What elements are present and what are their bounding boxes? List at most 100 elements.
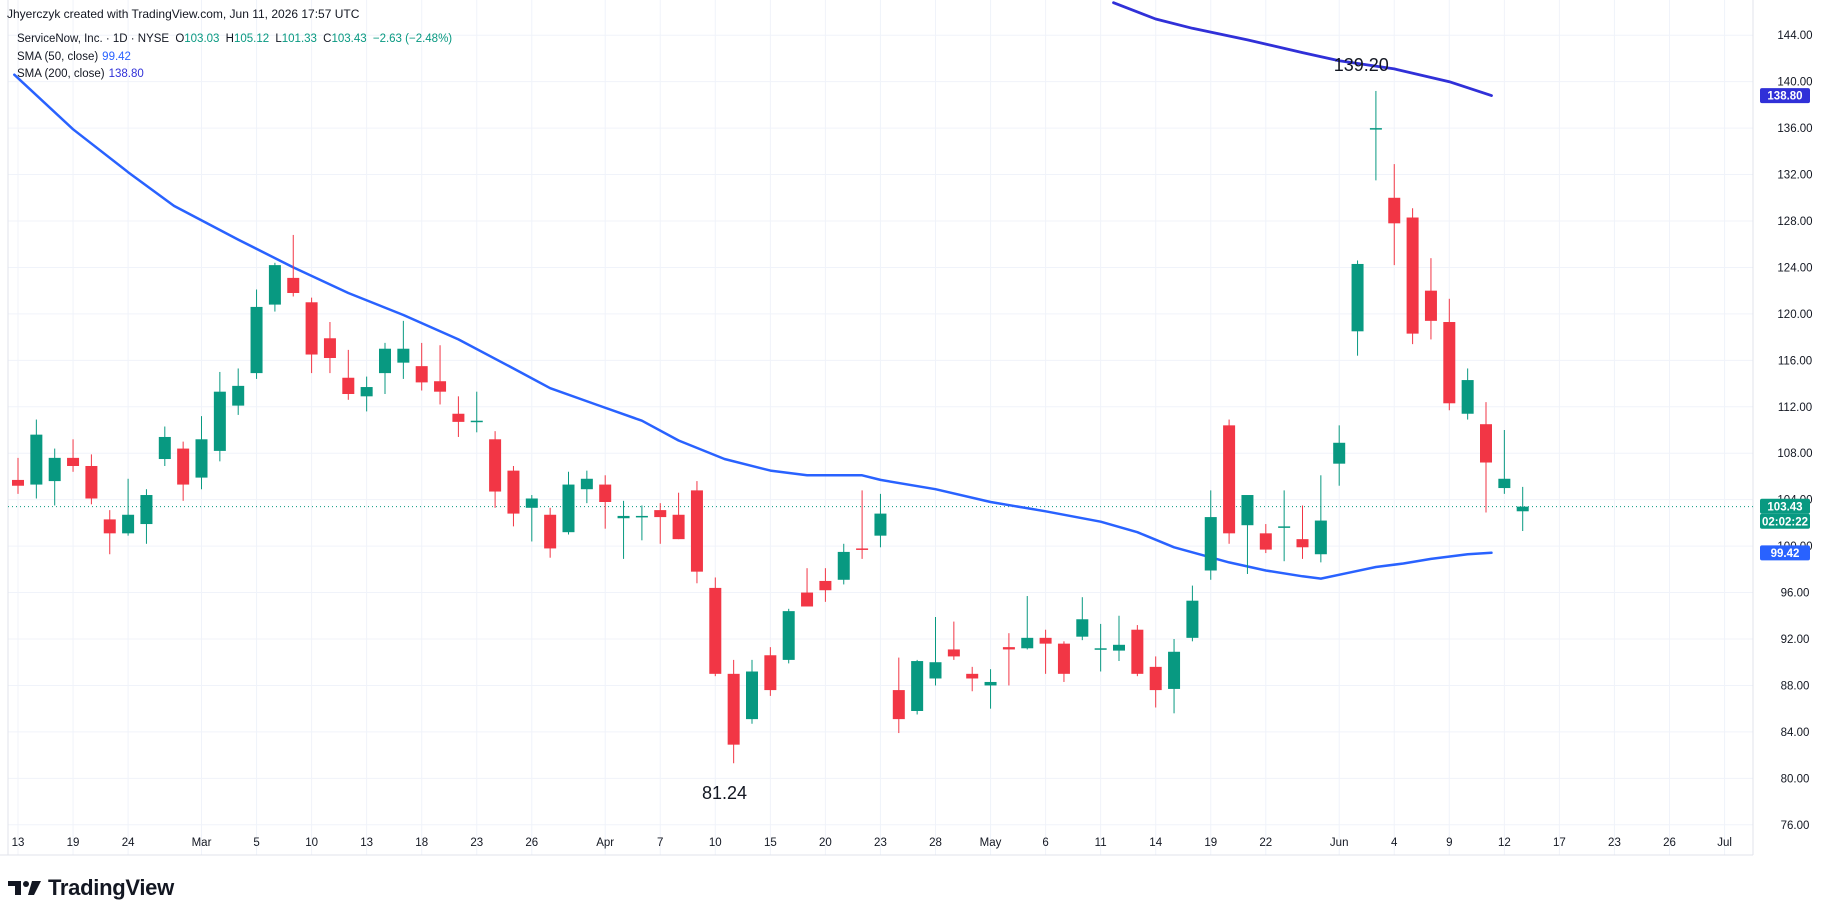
candle-body[interactable] (580, 478, 593, 490)
candle-body[interactable] (360, 387, 373, 397)
candle-body[interactable] (819, 580, 832, 591)
candle-body[interactable] (690, 490, 703, 572)
candle-body[interactable] (268, 265, 281, 305)
candle-body[interactable] (434, 381, 447, 392)
candle-body[interactable] (1039, 637, 1052, 644)
candle-body[interactable] (85, 465, 98, 499)
candle-body[interactable] (874, 513, 887, 536)
candle-body[interactable] (525, 498, 538, 508)
candle-body[interactable] (562, 484, 575, 533)
candle-body[interactable] (1241, 495, 1254, 526)
candle-body[interactable] (1443, 322, 1456, 404)
legend-sma200-row[interactable]: SMA (200, close) 138.80 (17, 68, 144, 80)
candle-body[interactable] (397, 348, 410, 363)
candle-body[interactable] (1296, 539, 1309, 548)
candle-body[interactable] (140, 495, 153, 525)
candle-body[interactable] (929, 662, 942, 679)
candle-body[interactable] (1186, 600, 1199, 638)
candle-body[interactable] (1314, 520, 1327, 555)
candle-body[interactable] (177, 448, 190, 485)
candle-body[interactable] (635, 515, 648, 518)
candle-body[interactable] (379, 348, 391, 374)
y-tick-label: 124.00 (1777, 262, 1812, 274)
x-tick-label: Jun (1330, 837, 1349, 849)
candle-body[interactable] (672, 514, 685, 540)
candle-body[interactable] (984, 681, 997, 686)
candle-body[interactable] (947, 649, 960, 657)
candle-body[interactable] (1149, 666, 1162, 691)
candle-body[interactable] (470, 420, 483, 423)
sma50-line[interactable] (13, 73, 1493, 580)
candle-body[interactable] (1406, 217, 1419, 334)
candle-body[interactable] (48, 457, 61, 482)
candle-body[interactable] (1480, 424, 1492, 463)
candle-body[interactable] (1002, 647, 1015, 650)
x-tick-label: 22 (1259, 837, 1272, 849)
candle-body[interactable] (746, 671, 758, 720)
candle-body[interactable] (213, 391, 226, 451)
candle-body[interactable] (195, 439, 208, 478)
candle-body[interactable] (323, 338, 336, 359)
candle-body[interactable] (801, 592, 814, 607)
x-tick-label: 26 (1663, 837, 1676, 849)
candle-body[interactable] (103, 519, 116, 534)
tradingview-logo-icon (8, 881, 41, 895)
candle-body[interactable] (452, 413, 465, 422)
candle-body[interactable] (30, 434, 43, 485)
y-tick-label: 128.00 (1777, 216, 1812, 228)
candle-body[interactable] (837, 551, 850, 580)
candle-body[interactable] (232, 385, 245, 406)
candle-body[interactable] (911, 661, 924, 711)
candle-body[interactable] (1168, 651, 1181, 689)
tradingview-logo[interactable]: TradingView (8, 875, 174, 901)
candle-body[interactable] (1113, 644, 1125, 651)
candle-body[interactable] (654, 510, 667, 518)
candle-body[interactable] (966, 673, 979, 679)
candle-body[interactable] (507, 470, 520, 514)
candle-body[interactable] (1204, 517, 1217, 571)
candle-body[interactable] (415, 366, 428, 383)
candle-body[interactable] (1131, 629, 1144, 674)
candle-body[interactable] (1498, 478, 1511, 489)
y-tick-label: 136.00 (1777, 123, 1812, 135)
candle-body[interactable] (727, 673, 740, 745)
candle-body[interactable] (617, 515, 630, 519)
candle-body[interactable] (892, 690, 905, 720)
candle-body[interactable] (1516, 506, 1529, 512)
candle-body[interactable] (1388, 197, 1401, 224)
candle-body[interactable] (1461, 380, 1474, 414)
candle-body[interactable] (287, 277, 300, 293)
candle-body[interactable] (1021, 637, 1034, 649)
candle-body[interactable] (1259, 533, 1272, 550)
candle-body[interactable] (599, 484, 612, 502)
price-tag (1760, 545, 1810, 561)
x-tick-label: 15 (764, 837, 777, 849)
candle-body[interactable] (342, 377, 355, 395)
x-tick-label: 5 (253, 837, 259, 849)
candle-body[interactable] (709, 587, 722, 674)
sma200-line[interactable] (1112, 1, 1493, 97)
candle-body[interactable] (489, 439, 502, 492)
candle-body[interactable] (1094, 648, 1107, 650)
candle-body[interactable] (250, 306, 263, 374)
sma50-value: 99.42 (102, 51, 131, 63)
candle-body[interactable] (305, 302, 318, 355)
candle-body[interactable] (1278, 526, 1291, 528)
candle-body[interactable] (764, 655, 777, 691)
candle-body[interactable] (1424, 290, 1437, 321)
candle-body[interactable] (782, 611, 795, 660)
candle-body[interactable] (1223, 425, 1236, 534)
candle-body[interactable] (1369, 128, 1382, 130)
candle-body[interactable] (158, 436, 171, 460)
candle-body[interactable] (1351, 263, 1364, 332)
candle-body[interactable] (1333, 442, 1346, 464)
legend-sma50-row[interactable]: SMA (50, close) 99.42 (17, 51, 131, 63)
candle-body[interactable] (1076, 619, 1089, 637)
candle-body[interactable] (544, 514, 557, 549)
candle-body[interactable] (856, 548, 869, 550)
candle-body[interactable] (122, 514, 135, 534)
candle-body[interactable] (1057, 643, 1070, 674)
candle-body[interactable] (67, 457, 80, 466)
candle-body[interactable] (12, 479, 24, 486)
